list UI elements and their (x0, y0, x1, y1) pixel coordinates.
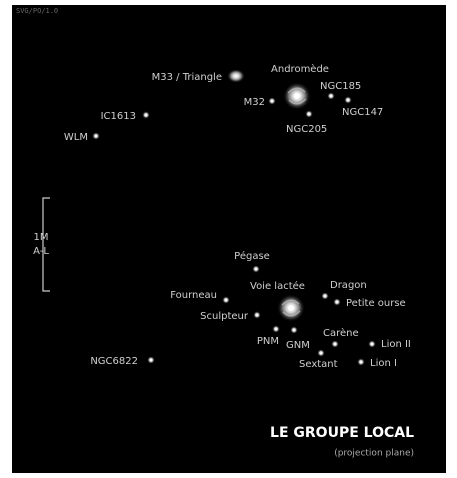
star (357, 358, 365, 366)
star (92, 132, 100, 140)
galaxy-label: NGC205 (286, 124, 327, 135)
star (368, 340, 376, 348)
star (268, 97, 276, 105)
galaxy-label: Dragon (330, 280, 367, 291)
scale-label: A-L (33, 246, 49, 257)
galaxy-label: WLM (64, 132, 88, 143)
galaxy-label: M33 / Triangle (152, 72, 222, 83)
star (344, 96, 352, 104)
code: SVG/PO/1.0 (16, 7, 58, 15)
galaxy-label: NGC147 (342, 107, 383, 118)
galaxy-label: IC1613 (101, 111, 136, 122)
star (252, 265, 260, 273)
star (317, 349, 325, 357)
galaxy-core (288, 305, 294, 311)
galaxy-label: Carène (323, 327, 359, 339)
galaxy (227, 69, 245, 83)
star (333, 298, 341, 306)
galaxy-label: Lion II (381, 339, 411, 350)
local-group-map: SVG/PO/1.0 1M A-L LE GROUPE LOCAL (proje… (0, 0, 457, 478)
star (331, 340, 339, 348)
title: LE GROUPE LOCAL (270, 425, 414, 441)
galaxy-core (294, 93, 300, 99)
galaxy-label: Sextant (299, 359, 338, 370)
galaxy-label: Voie lactée (250, 280, 305, 292)
star (222, 296, 230, 304)
scale-label: 1M (34, 232, 49, 243)
star (290, 326, 298, 334)
star (253, 311, 261, 319)
galaxy-label: Fourneau (170, 290, 217, 301)
galaxy-label: NGC185 (320, 81, 361, 92)
galaxy-label: Andromède (271, 63, 329, 75)
galaxy-label: NGC6822 (90, 356, 138, 367)
star (142, 111, 150, 119)
galaxy-label: PNM (257, 336, 279, 347)
star (321, 292, 329, 300)
star (272, 325, 280, 333)
star (327, 92, 335, 100)
star (147, 356, 155, 364)
star (305, 110, 313, 118)
galaxy-label: GNM (286, 340, 310, 351)
galaxy-label: Pégase (234, 250, 270, 262)
galaxy-label: Sculpteur (200, 311, 249, 322)
galaxy-label: Petite ourse (346, 298, 406, 309)
galaxy-label: M32 (244, 97, 265, 108)
galaxy-label: Lion I (370, 358, 397, 369)
subtitle: (projection plane) (334, 449, 414, 459)
